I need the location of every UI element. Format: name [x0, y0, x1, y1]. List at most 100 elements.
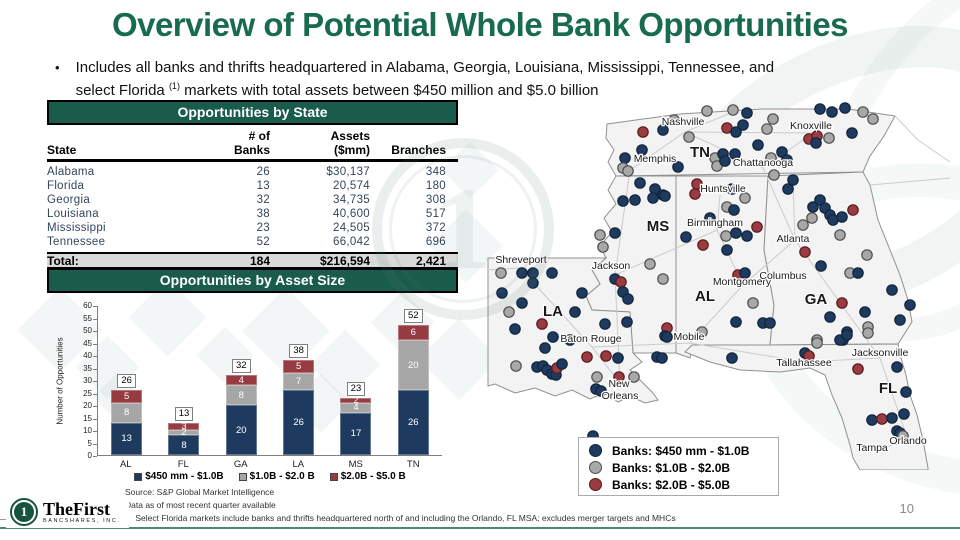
bank-dot — [721, 244, 733, 256]
state-label: MS — [647, 218, 670, 235]
bank-dot — [886, 284, 898, 296]
bullet-text: Includes all banks and thrifts headquart… — [75, 59, 775, 99]
bank-dot — [672, 161, 684, 173]
bar-total-label: 32 — [232, 359, 251, 373]
bank-dot — [516, 267, 528, 279]
stacked-bar-LA: 38 5 7 26 — [283, 344, 315, 455]
city-labels: Nashville Knoxville Memphis Chattanooga Hunt… — [494, 115, 928, 456]
bank-dot — [810, 137, 822, 149]
bank-dot — [781, 154, 793, 166]
city-label: Mobile — [674, 331, 705, 343]
stacked-bar-MS: 23 2 4 17 — [340, 381, 372, 455]
stacked-bar-FL: 13 3 2 8 — [168, 406, 200, 455]
bank-dot — [547, 331, 559, 343]
bar-segment: 2 — [340, 395, 372, 406]
page-number: 10 — [899, 501, 914, 516]
bank-dot — [576, 287, 588, 299]
city-label: Montgomery — [713, 276, 772, 288]
bar-segment: 8 — [168, 435, 200, 455]
state-shape-tennessee — [605, 108, 896, 177]
bank-dot — [846, 127, 858, 139]
company-logo: 1 TheFirst BANCSHARES, INC. — [6, 498, 129, 528]
map-legend: Banks: $450 mm - $1.0B Banks: $1.0B - $2.… — [578, 437, 779, 496]
table-row: Louisiana 38 40,600 517 — [47, 208, 446, 220]
city-label: Nashville — [662, 116, 705, 128]
bank-dot — [806, 212, 818, 224]
bottom-rule — [0, 527, 960, 529]
table-row: Georgia 32 34,735 308 — [47, 194, 446, 206]
bar-segment: 4 — [225, 375, 257, 386]
bank-dot — [634, 177, 646, 189]
bank-dot — [564, 334, 576, 346]
city-label: Memphis — [634, 153, 677, 165]
bank-dot — [730, 227, 742, 239]
table-row: Tennessee 52 66,042 696 — [47, 236, 446, 248]
city-label: Atlanta — [777, 233, 810, 245]
x-axis-label: LA — [292, 459, 305, 470]
state-label: AL — [695, 288, 715, 305]
city-label: Chattanooga — [733, 157, 793, 169]
bank-dot — [637, 126, 649, 138]
bank-dot — [612, 352, 624, 364]
bank-dot — [701, 105, 713, 117]
col-branches: Branches — [391, 143, 446, 157]
state-table-header: Opportunities by State — [47, 100, 458, 125]
bank-dot — [857, 106, 869, 118]
bar-total-label: 23 — [346, 381, 366, 396]
legend-dot-icon — [589, 461, 602, 474]
state-label: FL — [879, 380, 897, 397]
bank-dot — [739, 267, 751, 279]
city-label: Knoxville — [790, 120, 832, 132]
bank-dot — [727, 104, 739, 116]
bank-dot — [807, 201, 819, 213]
bank-dots — [495, 102, 916, 442]
bank-dot — [824, 311, 836, 323]
bar-total-label: 26 — [117, 374, 136, 388]
bank-dot — [615, 276, 627, 288]
bank-dot — [536, 318, 548, 330]
bank-dot — [527, 277, 539, 289]
bank-dot — [826, 106, 838, 118]
logo-rule-dash — [0, 519, 10, 520]
bank-dot — [697, 239, 709, 251]
bank-dot — [595, 385, 607, 397]
bar-segment: 8 — [111, 402, 143, 423]
bar-segment: 5 — [111, 390, 143, 403]
map-legend-item: Banks: $2.0B - $5.0B — [589, 476, 778, 493]
bank-dot — [644, 258, 656, 270]
bank-dot — [726, 183, 738, 195]
plot-area: 26 5 8 13 13 3 2 8 32 4 8 20 38 5 7 26 23 2 4 17 52 6 20 26 — [97, 306, 442, 456]
bank-dot — [730, 126, 742, 138]
stacked-bar-TN: 52 6 20 26 — [397, 309, 429, 455]
bank-dot — [747, 297, 759, 309]
state-label: GA — [805, 291, 828, 308]
legend-item: $450 mm - $1.0B — [134, 471, 224, 482]
legend-swatch-icon — [329, 472, 338, 481]
col-banks: # of Banks — [233, 129, 270, 157]
bank-dot — [719, 155, 731, 167]
state-abbrev-labels: TN MS AL GA LA FL — [542, 143, 898, 398]
legend-dot-icon — [589, 444, 602, 457]
state-shapes — [487, 108, 929, 470]
bank-dot — [751, 221, 763, 233]
legend-swatch-icon — [134, 472, 143, 481]
bank-dot — [629, 194, 641, 206]
source-line-1: Source: S&P Global Market Intelligence — [125, 487, 275, 497]
bank-dot — [599, 318, 611, 330]
bank-dot — [823, 132, 835, 144]
table-row: Alabama 26 $30,137 348 — [47, 166, 446, 178]
bank-dot — [600, 350, 612, 362]
bank-dot — [728, 204, 740, 216]
col-assets: Assets ($mm) — [330, 129, 370, 157]
bank-dot — [657, 273, 669, 285]
bank-dot — [636, 144, 648, 156]
x-axis-label: TN — [406, 459, 420, 470]
bank-dot — [617, 195, 629, 207]
bank-dot — [656, 352, 668, 364]
bank-dot — [814, 103, 826, 115]
bar-total-label: 13 — [174, 406, 194, 421]
bank-dot — [661, 331, 673, 343]
bar-segment: 7 — [283, 372, 315, 390]
bank-dot — [729, 148, 741, 160]
